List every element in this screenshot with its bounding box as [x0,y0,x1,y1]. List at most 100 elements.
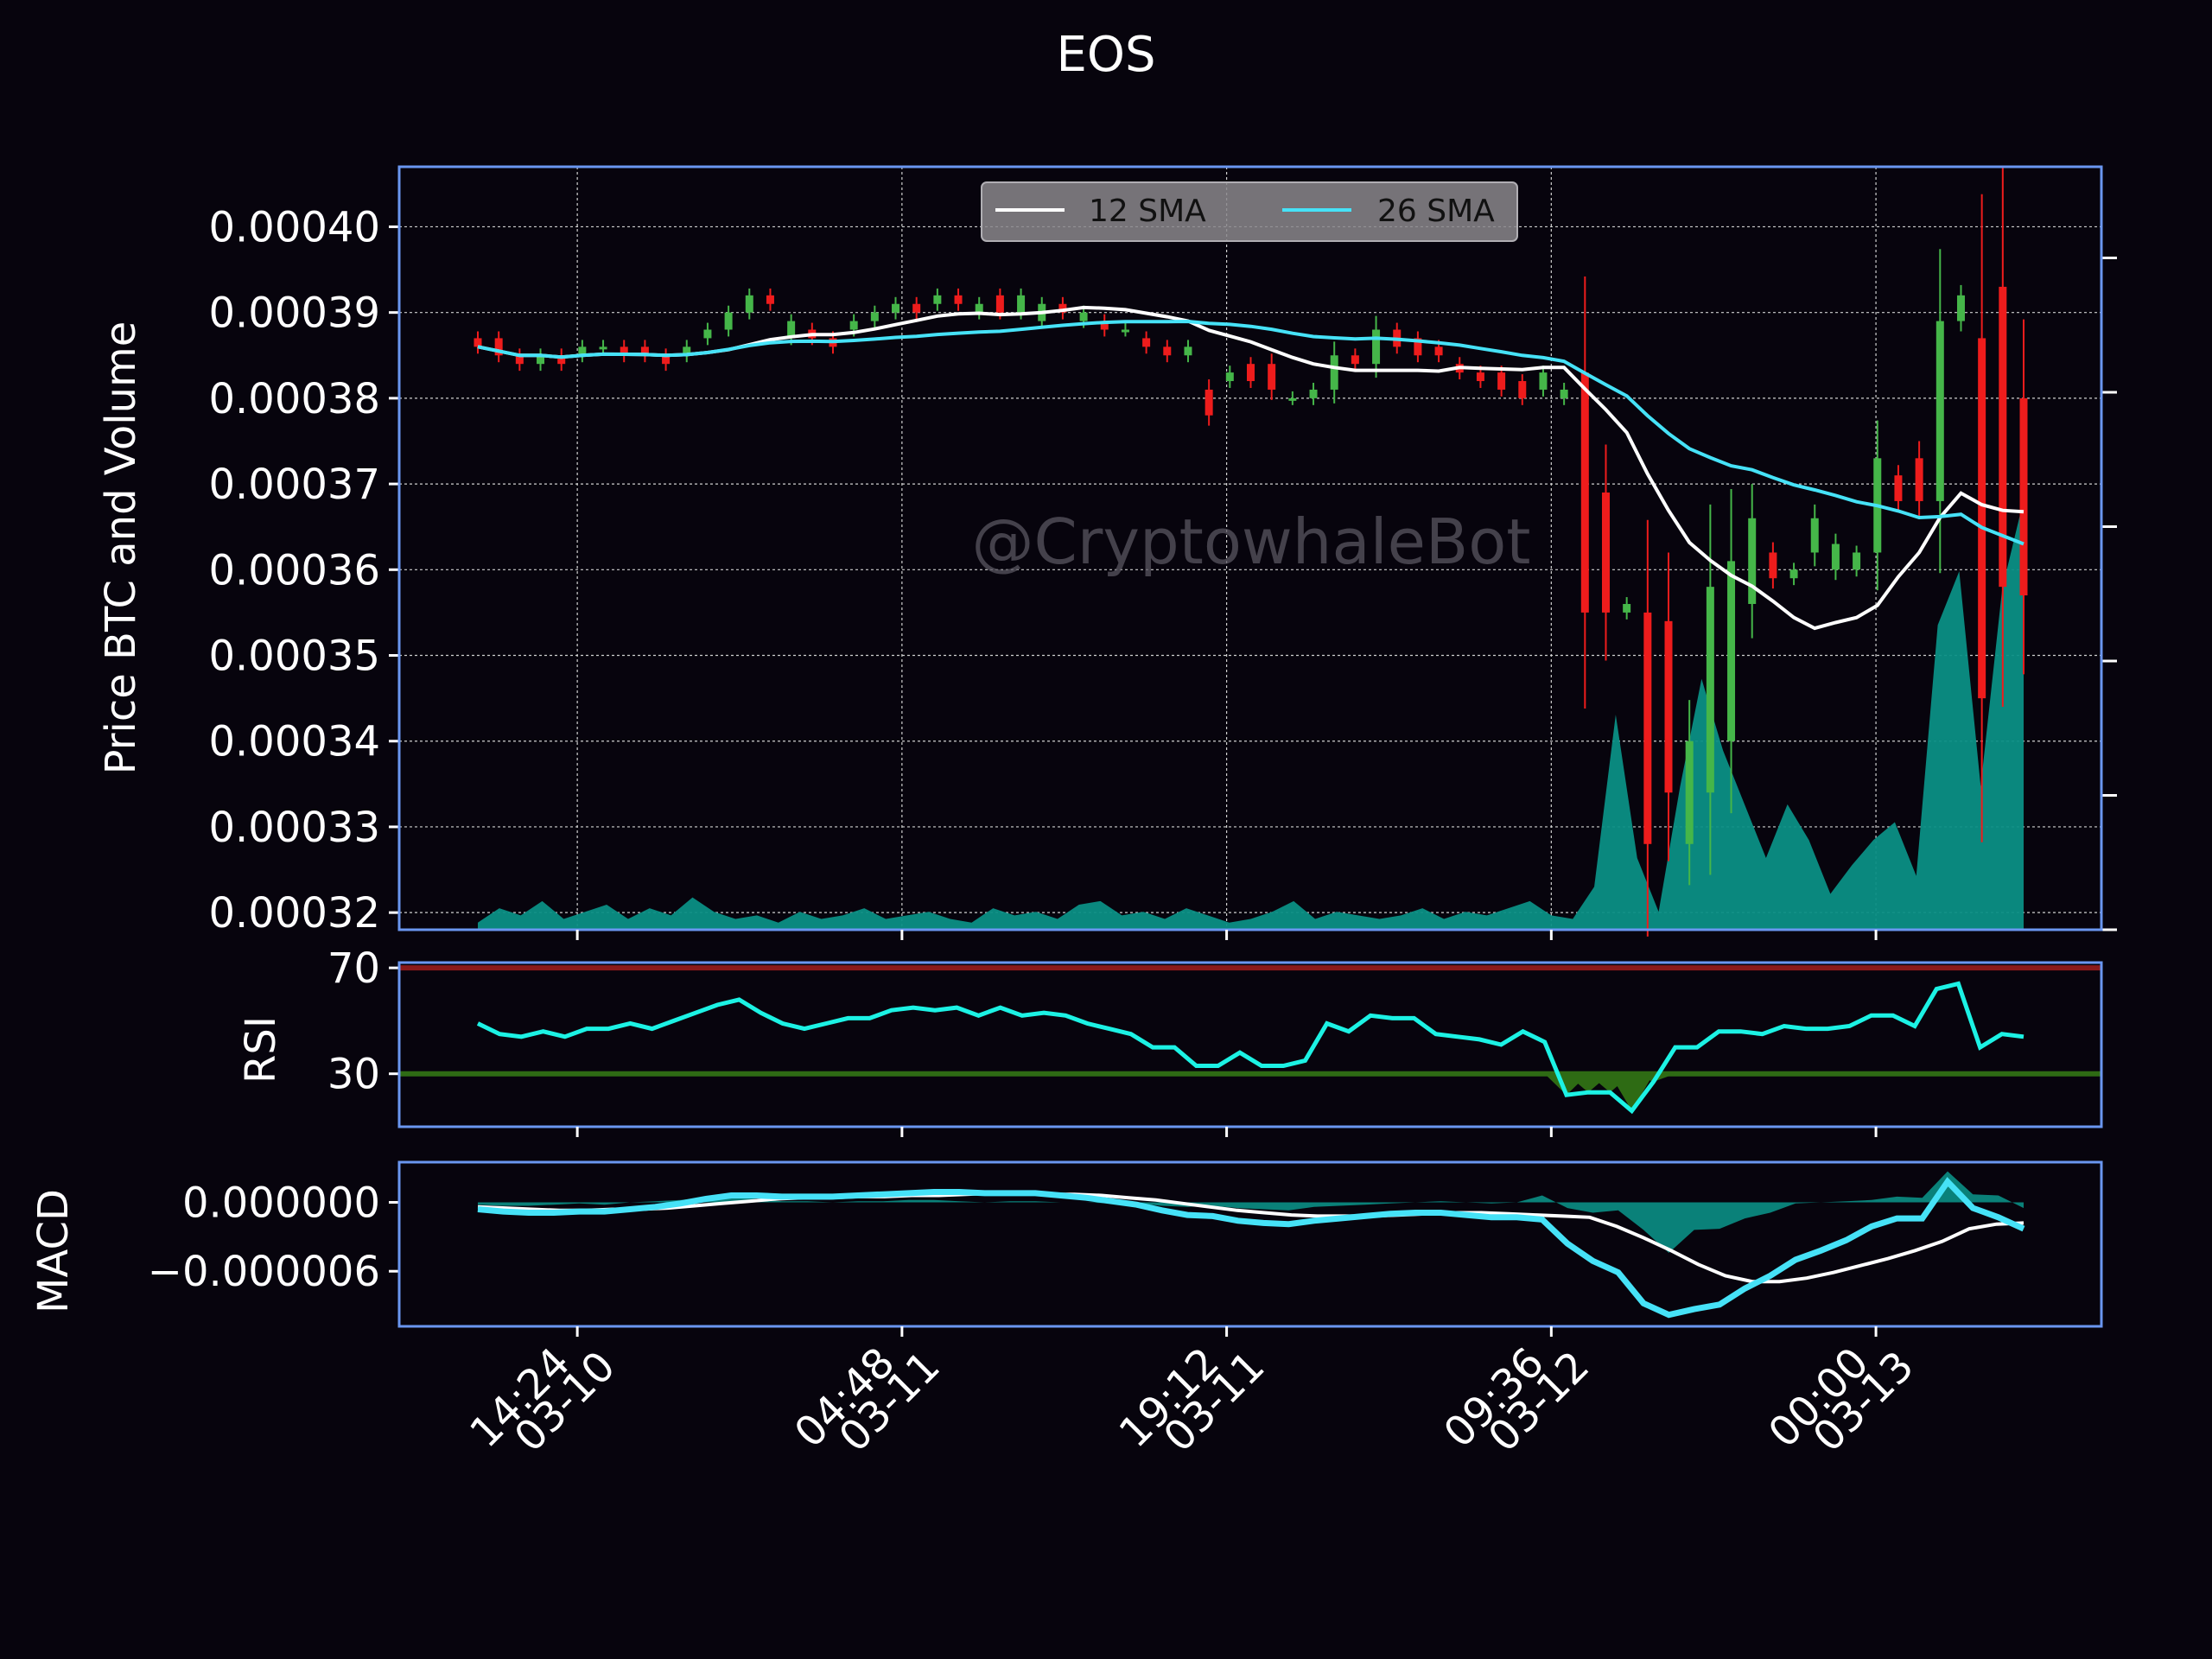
candle-body [2019,397,2028,596]
candle [870,305,879,328]
candle-body [1309,389,1318,398]
candle [1623,597,1631,620]
chart-title: EOS [1056,27,1155,83]
legend-box [981,181,1518,242]
candle [1100,314,1109,337]
candle [1789,563,1798,586]
candle [745,288,753,320]
candle [1351,348,1359,372]
candle-body [1915,458,1923,501]
candle [1058,296,1067,320]
candle-body [745,295,753,313]
candle [1539,365,1548,397]
candle-body [620,346,628,356]
candle-body [1205,389,1213,416]
candle [1121,322,1129,337]
legend: 12 SMA 26 SMA [981,181,1518,242]
candle-body [1560,389,1568,398]
candle [1601,444,1610,661]
candle-body [1978,338,1986,699]
candle-body [1268,364,1276,390]
candle [537,348,545,372]
candle-body [1706,587,1714,793]
candle-body [1518,381,1527,398]
candle [1748,484,1757,639]
price-y-ticks: 0.00032 0.00033 0.00034 0.00035 0.00036 0.000… [209,203,399,938]
candle-body [1769,552,1777,579]
candle [1727,489,1736,814]
candle-body [1372,329,1381,365]
candle [683,340,691,363]
candle-body [1058,303,1067,313]
candle [703,322,712,346]
price-y-tick-label: 0.00039 [209,289,381,338]
candle [1999,167,2007,708]
candle-body [1434,346,1443,356]
candle [1706,504,1714,875]
candle-body [1142,338,1151,347]
candle [1309,383,1318,405]
candle [2019,319,2028,675]
candle [1372,315,1381,378]
rsi-line-path [476,981,2024,1115]
candle [1288,391,1297,405]
candle [1685,700,1694,886]
price-y-tick-label: 0.00033 [209,804,381,852]
candle [954,288,963,311]
candle-body [1225,372,1234,382]
candle-body [766,295,774,304]
candle-body [1789,569,1798,579]
candle-body [1079,312,1088,321]
candle [1205,379,1213,426]
candle-body [1184,346,1192,356]
candle-body [724,312,733,330]
candle-body [1956,295,1965,321]
candle-body [1664,620,1673,793]
watermark: @CryptowhaleBot [971,505,1530,578]
price-y-tick-label: 0.00040 [209,203,381,251]
price-y-tick-label: 0.00038 [209,375,381,423]
candle-body [1100,321,1109,330]
macd-y-label: MACD [29,1189,78,1313]
candle [662,348,671,372]
candle [1915,441,1923,518]
candle [1580,276,1589,709]
candle-body [494,338,503,356]
candle [494,331,503,363]
candle [1414,331,1422,363]
macd-signal-line [477,1191,2024,1284]
candle [640,340,649,363]
candle-body [1727,561,1736,741]
candle-body [1414,338,1422,356]
candle [933,288,942,311]
candle [892,296,900,320]
candle-body [1497,372,1506,390]
candle [515,348,524,372]
candle [1978,194,1986,842]
candle [599,340,607,354]
candle-body [578,346,587,356]
candle-body [1247,364,1255,382]
candle-body [662,355,671,365]
candle-body [1623,603,1631,613]
rsi-y-tick-label: 30 [327,1051,380,1099]
volume-area-shape [478,499,2024,930]
candle [578,340,587,363]
candle [1664,552,1673,861]
candle-body [975,303,983,313]
price-y-tick-label: 0.00032 [209,889,381,938]
candle [1142,331,1151,354]
candle [1518,374,1527,405]
candle [975,296,983,320]
rsi-line [399,965,2101,1115]
macd-macd-line [477,1177,2025,1319]
candle [557,348,566,372]
macd-lines [477,1171,2025,1319]
candles [474,167,2028,937]
candle [1247,357,1255,388]
candle-body [1810,518,1819,553]
rsi-y-label: RSI [237,1016,285,1084]
candle-body [787,321,796,339]
candle [620,340,628,363]
